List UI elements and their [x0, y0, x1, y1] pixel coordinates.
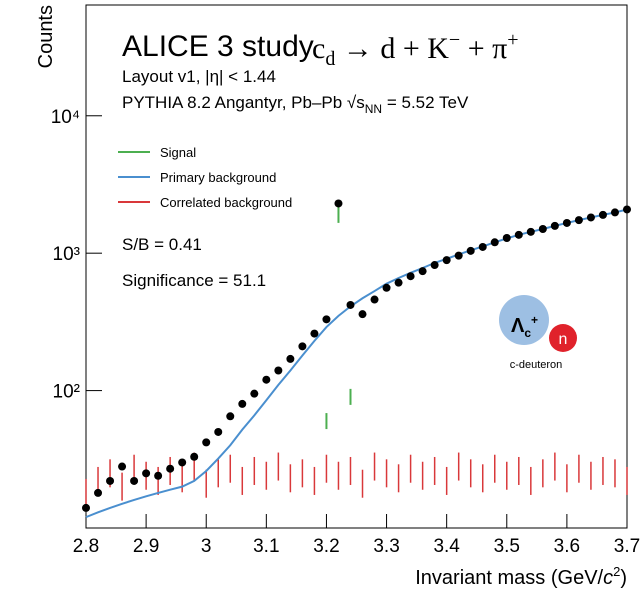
- data-point: [394, 278, 403, 287]
- x-tick-label: 3.4: [433, 536, 460, 557]
- data-point: [550, 221, 559, 230]
- data-point: [166, 464, 175, 473]
- inset-hadron-label: Λc+: [511, 313, 538, 340]
- data-point: [466, 246, 475, 255]
- data-point: [226, 412, 235, 421]
- data-point: [382, 283, 391, 292]
- data-point: [262, 375, 271, 384]
- x-tick-label: 3: [201, 536, 212, 557]
- x-tick-label: 3.3: [373, 536, 399, 557]
- y-tick-label: 10²: [53, 382, 80, 403]
- data-point: [598, 210, 607, 219]
- data-point: [358, 310, 367, 319]
- data-point: [490, 238, 499, 247]
- x-tick-label: 3.5: [494, 536, 520, 557]
- data-point: [130, 476, 139, 485]
- data-point: [178, 458, 187, 467]
- annotation: Significance = 51.1: [122, 271, 266, 290]
- data-point: [238, 399, 247, 408]
- data-point: [370, 295, 379, 304]
- x-tick-label: 2.9: [133, 536, 159, 557]
- plot-frame: [85, 4, 628, 529]
- data-point: [214, 427, 223, 436]
- generator: PYTHIA 8.2 Angantyr, Pb–Pb √sNN = 5.52 T…: [122, 93, 469, 116]
- subtitle: Layout v1, |η| < 1.44: [122, 67, 276, 86]
- data-point: [623, 205, 631, 214]
- x-tick-label: 2.8: [73, 536, 99, 557]
- data-point: [154, 471, 163, 480]
- primary-background: [85, 208, 628, 519]
- inset-nucleon: [549, 324, 577, 352]
- annotation: S/B = 0.41: [122, 235, 202, 254]
- data-point: [250, 389, 259, 398]
- data-point: [478, 242, 487, 251]
- data-point: [406, 272, 415, 281]
- data-point: [94, 488, 103, 497]
- data-point: [418, 267, 427, 276]
- data-point: [334, 199, 343, 208]
- x-axis-label: Invariant mass (GeV/c2): [415, 564, 627, 589]
- data-point: [574, 216, 583, 225]
- inset-nucleon-label: n: [559, 331, 568, 348]
- data-point: [82, 503, 90, 512]
- x-tick-label: 3.1: [253, 536, 279, 557]
- data-point: [514, 230, 523, 239]
- data-point: [310, 329, 319, 338]
- data-point: [430, 261, 439, 270]
- x-tick-label: 3.6: [554, 536, 580, 557]
- data-point: [298, 342, 307, 351]
- y-tick-label: 10⁴: [51, 107, 80, 128]
- chart-title: ALICE 3 study: [122, 30, 314, 63]
- data-point: [274, 366, 283, 375]
- y-tick-label: 10³: [53, 244, 80, 265]
- data-point: [562, 218, 571, 227]
- reaction: cd → d + K− + π+: [312, 29, 519, 70]
- legend-label: Signal: [160, 145, 196, 160]
- data-point: [502, 233, 511, 242]
- data-point: [118, 462, 127, 471]
- data-point: [190, 452, 199, 461]
- inset-label: c-deuteron: [510, 359, 563, 371]
- data-point: [106, 476, 115, 485]
- y-axis-label: Counts: [35, 5, 57, 68]
- legend-label: Correlated background: [160, 195, 292, 210]
- data-point: [346, 300, 355, 309]
- x-tick-label: 3.7: [614, 536, 640, 557]
- x-tick-label: 3.2: [313, 536, 339, 557]
- legend-label: Primary background: [160, 170, 276, 185]
- data-point: [586, 213, 595, 222]
- data-point: [286, 354, 295, 363]
- data-point: [526, 227, 535, 236]
- data-point: [202, 438, 211, 447]
- data-point: [442, 256, 451, 265]
- data-point: [454, 251, 463, 260]
- data-point: [142, 469, 151, 478]
- data-point: [538, 224, 547, 233]
- data-point: [322, 315, 331, 324]
- inset-hadron: [499, 295, 549, 345]
- data-point: [610, 208, 619, 217]
